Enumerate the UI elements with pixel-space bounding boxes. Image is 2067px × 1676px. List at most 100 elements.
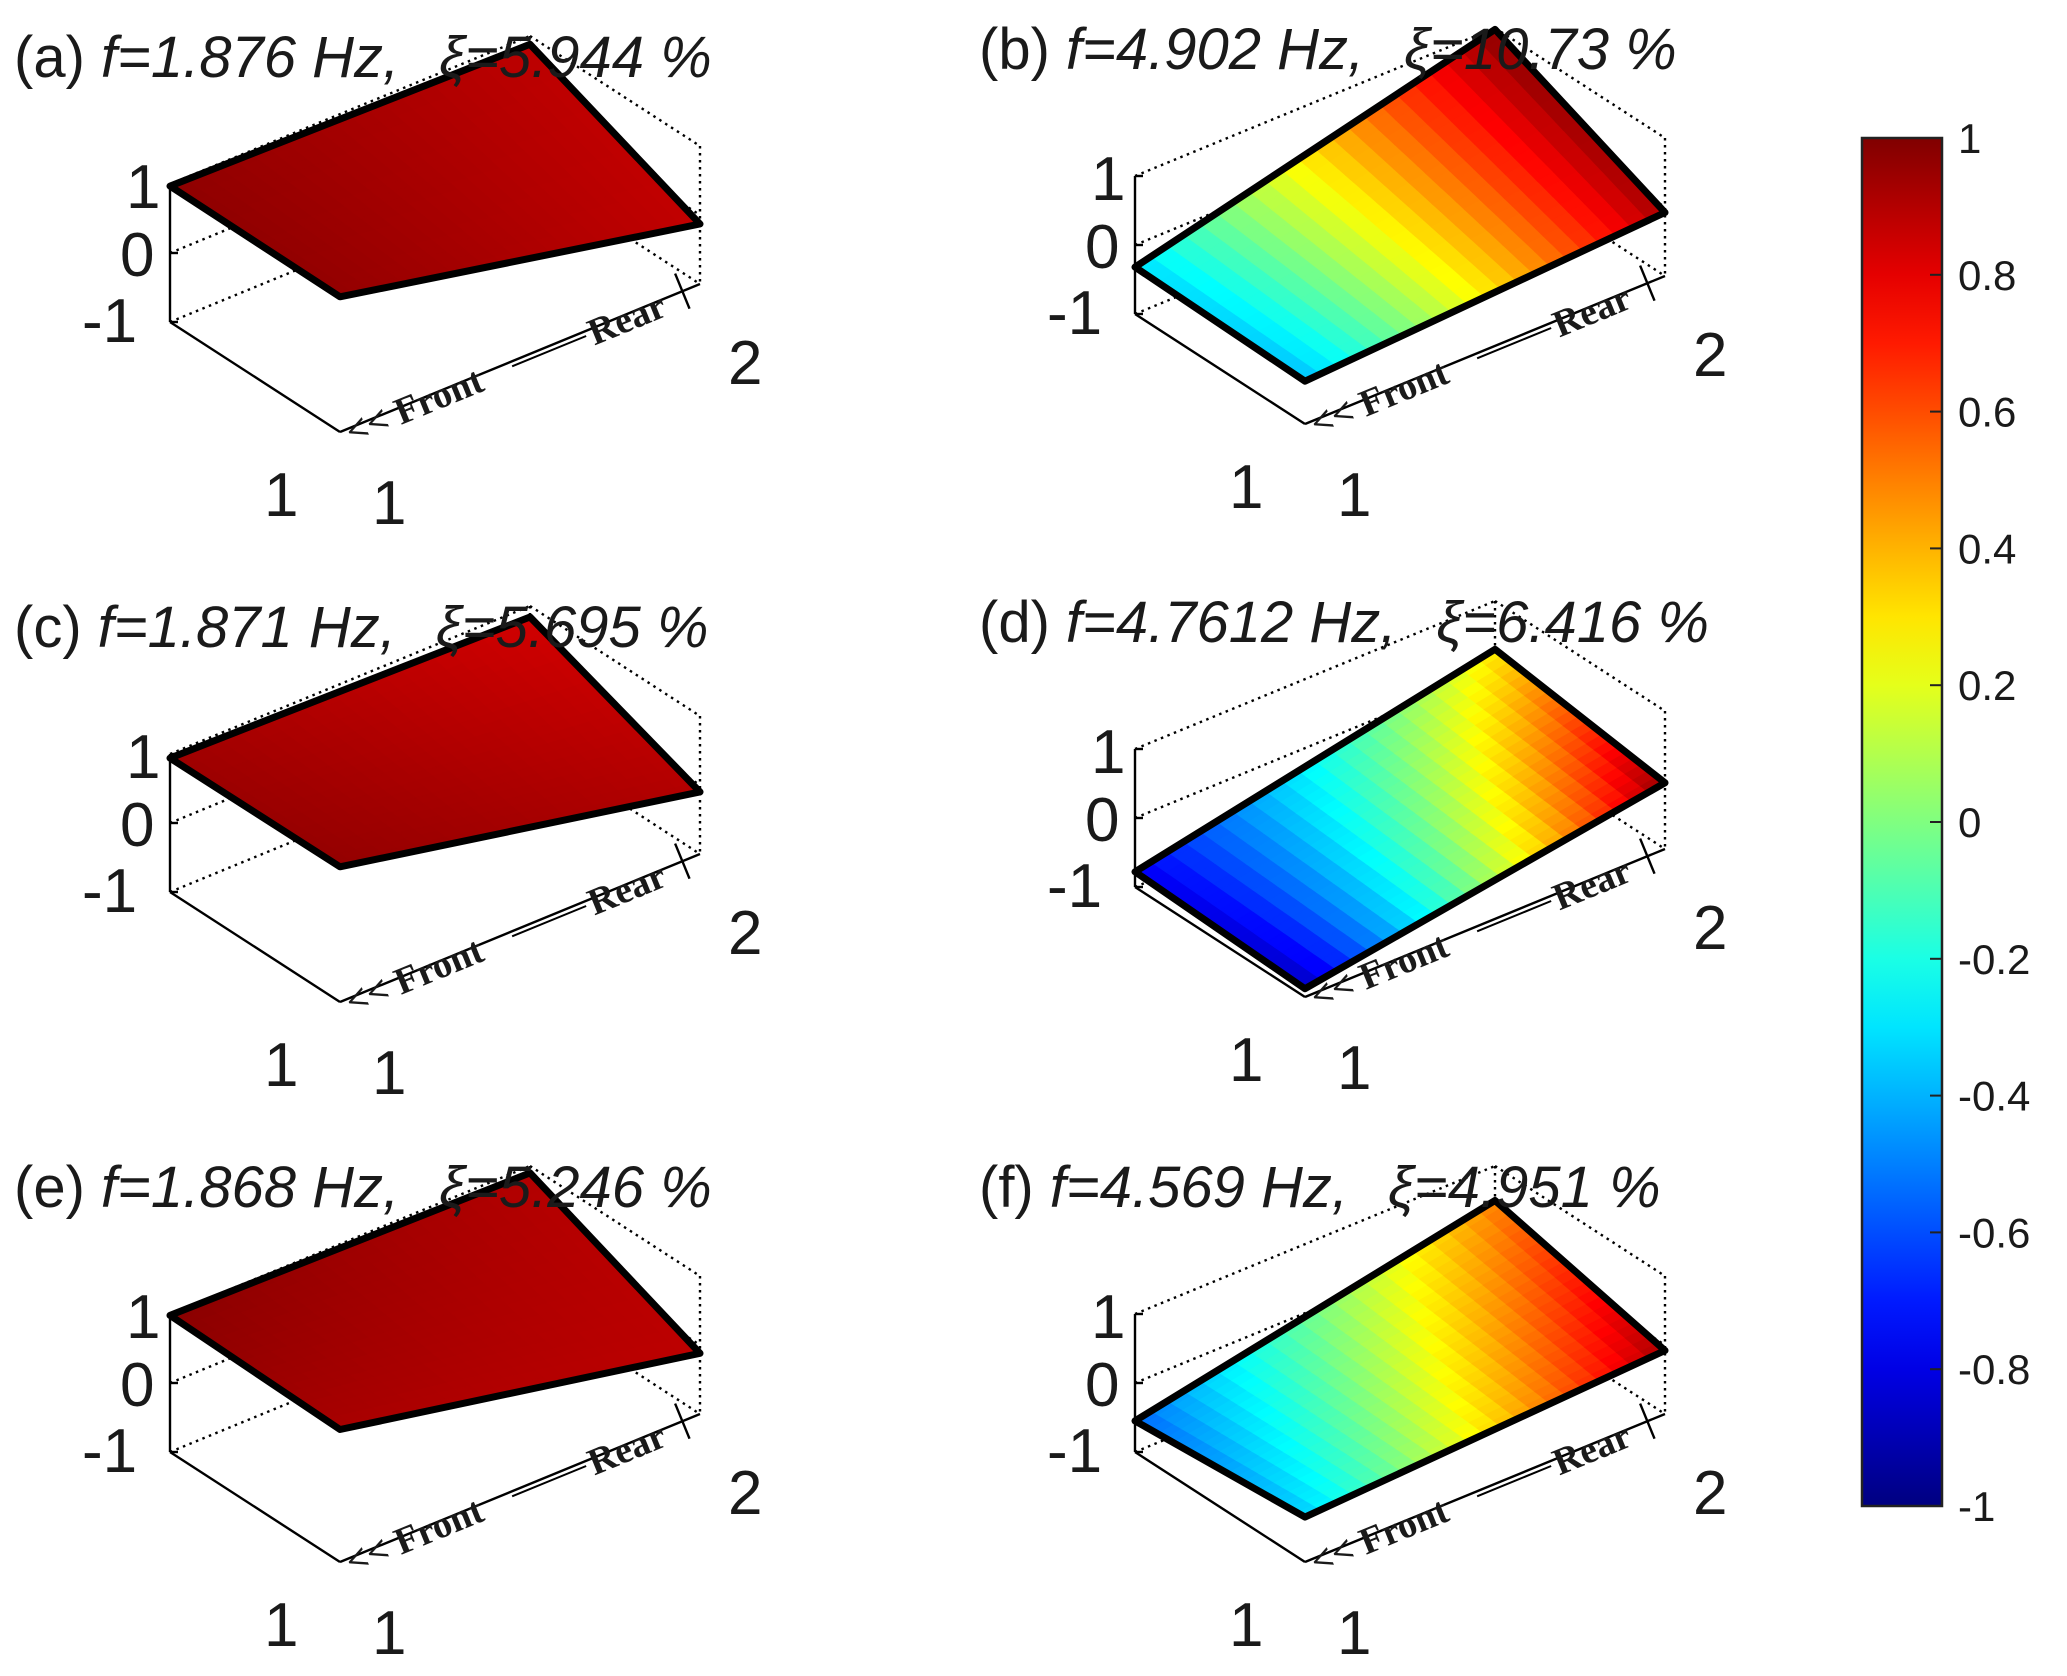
plate-outline xyxy=(166,40,704,301)
box-gridline xyxy=(529,1302,701,1416)
box-gridline xyxy=(1134,1164,1496,1316)
frequency-label: f=4.569 Hz, xyxy=(1050,1155,1348,1220)
panel-title: (e) f=1.868 Hz, ξ=5.246 % xyxy=(14,1155,712,1220)
frequency-label: f=1.876 Hz, xyxy=(101,25,399,90)
panel-title: (c) f=1.871 Hz, ξ=5.695 % xyxy=(14,595,709,660)
colorbar-tick-label: -0.8 xyxy=(1958,1346,2030,1393)
mode-shape-panels: (a) f=1.876 Hz, ξ=5.944 %10-11 12<< FrontRe… xyxy=(14,17,1727,1668)
rear-label: Rear xyxy=(1547,850,1637,919)
colorbar-tick-label: 0.6 xyxy=(1958,389,2016,436)
panel-label: (d) xyxy=(979,590,1050,655)
panel-title: (d) f=4.7612 Hz, ξ=6.416 % xyxy=(979,590,1709,655)
z-tick-label: -1 xyxy=(1047,279,1102,348)
front-rear-connector xyxy=(511,905,587,938)
frequency-label: f=4.902 Hz, xyxy=(1066,17,1364,82)
panel-title: (b) f=4.902 Hz, ξ=10.73 % xyxy=(979,17,1677,82)
z-tick-label: 1 xyxy=(126,1283,160,1352)
plate-outline xyxy=(166,613,704,871)
z-tick-label: 1 xyxy=(1091,718,1125,787)
rear-label: Rear xyxy=(1547,1415,1637,1484)
y-tick-label: 1 xyxy=(1337,1034,1371,1103)
z-tick-label: 0 xyxy=(1085,786,1119,855)
colorbar-tick-label: -0.6 xyxy=(1958,1209,2030,1256)
z-tick-label: -1 xyxy=(1047,852,1102,921)
panel-a: (a) f=1.876 Hz, ξ=5.944 %10-11 12<< FrontRe… xyxy=(14,25,762,538)
x-axis-line xyxy=(169,890,341,1004)
front-rear-connector xyxy=(511,335,587,368)
colorbar-tick-label: 0.4 xyxy=(1958,525,2016,572)
panel-label: (e) xyxy=(14,1155,85,1220)
z-tick-label: -1 xyxy=(82,857,137,926)
damping-label: ξ=5.246 % xyxy=(439,1155,712,1220)
box-gridline xyxy=(1134,599,1496,751)
damping-label: ξ=10.73 % xyxy=(1404,17,1677,82)
panel-label: (a) xyxy=(14,25,85,90)
box-gridline xyxy=(529,742,701,856)
rear-label: Rear xyxy=(582,855,672,924)
z-tick-label: 1 xyxy=(1091,145,1125,214)
box-gridline xyxy=(1494,737,1666,851)
frequency-label: f=1.871 Hz, xyxy=(98,595,396,660)
y-axis-line xyxy=(1304,1412,1666,1564)
box-gridline xyxy=(529,172,701,286)
z-tick-label: 1 xyxy=(1091,1283,1125,1352)
x-tick-label: 1 xyxy=(264,1591,298,1660)
y-tick-label: 2 xyxy=(728,329,762,398)
damping-label: ξ=4.951 % xyxy=(1388,1155,1661,1220)
damping-label: ξ=5.695 % xyxy=(436,595,709,660)
front-label: << Front xyxy=(339,1489,489,1583)
rear-label: Rear xyxy=(1547,277,1637,346)
panel-b: (b) f=4.902 Hz, ξ=10.73 %10-11 12<< FrontRe… xyxy=(979,17,1727,530)
colorbar-tick-label: 1 xyxy=(1958,115,1981,162)
panel-d: (d) f=4.7612 Hz, ξ=6.416 %10-11 12<< FrontR… xyxy=(979,590,1727,1103)
x-tick-label: 1 xyxy=(264,1031,298,1100)
front-rear-connector xyxy=(511,1465,587,1498)
panel-f: (f) f=4.569 Hz, ξ=4.951 %10-11 12<< FrontRe… xyxy=(979,1155,1727,1668)
plate-outline xyxy=(1131,1197,1669,1521)
box-gridline xyxy=(1494,1164,1666,1278)
rear-end-marker xyxy=(674,273,691,310)
colorbar-tick-label: -0.2 xyxy=(1958,936,2030,983)
x-axis-line xyxy=(169,320,341,434)
x-axis-line xyxy=(1134,312,1306,426)
rear-end-marker xyxy=(1639,1403,1656,1440)
colorbar-tick-label: -1 xyxy=(1958,1483,1995,1530)
front-rear-connector xyxy=(1476,900,1552,933)
x-axis-line xyxy=(1134,885,1306,999)
rear-end-marker xyxy=(674,843,691,880)
z-tick-label: 0 xyxy=(1085,1351,1119,1420)
y-tick-label: 2 xyxy=(728,1459,762,1528)
box-gridline xyxy=(1494,164,1666,278)
damping-label: ξ=5.944 % xyxy=(439,25,712,90)
mode-shape-plate xyxy=(1133,648,1667,990)
colorbar-tick-label: -0.4 xyxy=(1958,1073,2030,1120)
z-tick-label: 0 xyxy=(1085,213,1119,282)
x-tick-label: 1 xyxy=(1229,453,1263,522)
rear-end-marker xyxy=(674,1403,691,1440)
z-tick-label: 1 xyxy=(126,153,160,222)
x-axis-line xyxy=(169,1450,341,1564)
x-tick-label: 1 xyxy=(264,461,298,530)
y-tick-label: 1 xyxy=(372,469,406,538)
box-gridline xyxy=(529,1164,701,1278)
x-tick-label: 1 xyxy=(1229,1026,1263,1095)
rear-label: Rear xyxy=(582,285,672,354)
plate-outline xyxy=(166,1169,704,1433)
front-rear-annotation: << Front Rear xyxy=(339,843,691,1023)
mode-shape-plate xyxy=(1133,1199,1667,1518)
y-tick-label: 2 xyxy=(728,899,762,968)
front-rear-annotation: << Front Rear xyxy=(339,1403,691,1583)
mode-shape-plate xyxy=(168,616,702,868)
y-axis-line xyxy=(1304,274,1666,426)
panel-label: (b) xyxy=(979,17,1050,82)
y-tick-label: 1 xyxy=(372,1599,406,1668)
panel-label: (f) xyxy=(979,1155,1034,1220)
y-axis-line xyxy=(339,1412,701,1564)
y-tick-label: 1 xyxy=(1337,1599,1371,1668)
colorbar-gradient xyxy=(1860,136,1944,1508)
y-tick-label: 2 xyxy=(1693,1459,1727,1528)
z-tick-label: 0 xyxy=(120,221,154,290)
box-gridline xyxy=(1494,1302,1666,1416)
panel-title: (a) f=1.876 Hz, ξ=5.944 % xyxy=(14,25,712,90)
